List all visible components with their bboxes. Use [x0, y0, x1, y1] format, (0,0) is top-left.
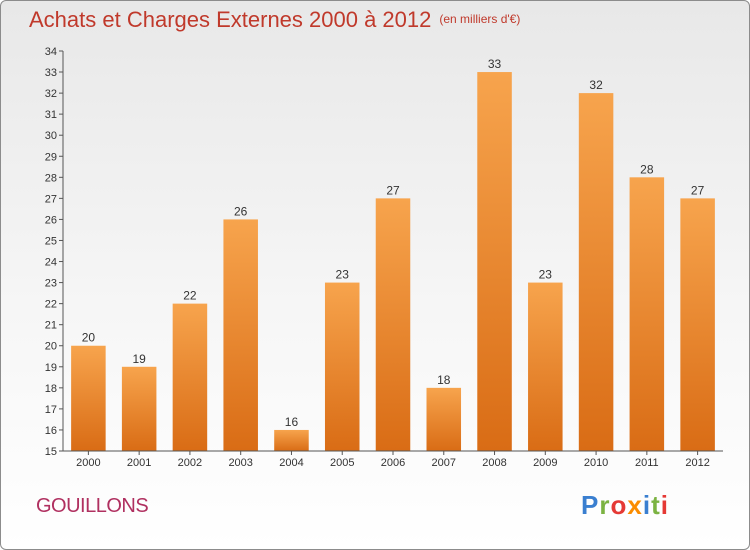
- y-tick-label: 20: [45, 341, 57, 353]
- town-name: GOUILLONS: [36, 495, 149, 517]
- bar-2005: [324, 282, 360, 451]
- bar-2004: [274, 429, 309, 451]
- bar-value-label: 23: [539, 268, 553, 282]
- bar-2001: [121, 366, 157, 451]
- y-tick-label: 21: [45, 320, 57, 332]
- y-tick-label: 22: [45, 299, 57, 311]
- chart-title-text: Achats et Charges Externes 2000 à 2012: [29, 7, 432, 32]
- bar-2003: [223, 219, 258, 451]
- y-tick-label: 30: [45, 130, 57, 142]
- y-tick-label: 34: [45, 46, 57, 58]
- bar-2007: [426, 387, 462, 451]
- bar-value-label: 23: [336, 268, 350, 282]
- y-tick-label: 32: [45, 88, 57, 100]
- x-tick-label: 2008: [482, 457, 506, 469]
- x-axis: 2000 2001 2002 2003 2004 2005 2006 2007 2008 2009…: [63, 450, 723, 469]
- proxiti-logo[interactable]: Proxiti: [581, 490, 669, 521]
- logo-letter: i: [642, 490, 652, 520]
- chart-unit: (en milliers d'€): [439, 12, 521, 26]
- y-tick-label: 33: [45, 67, 57, 79]
- x-tick-label: 2006: [381, 457, 405, 469]
- y-tick-label: 16: [45, 425, 57, 437]
- y-tick-label: 31: [45, 109, 57, 121]
- x-tick-label: 2003: [228, 457, 252, 469]
- bar-value-label: 16: [285, 415, 299, 429]
- bar-2002: [172, 303, 208, 451]
- y-tick-label: 24: [45, 257, 57, 269]
- logo-letter: t: [651, 490, 661, 520]
- logo-letter: o: [610, 490, 628, 520]
- x-tick-label: 2009: [533, 457, 557, 469]
- x-tick-label: 2007: [432, 457, 456, 469]
- logo-letter: x: [627, 490, 643, 520]
- x-tick-label: 2011: [635, 457, 659, 469]
- bar-value-label: 33: [488, 57, 502, 71]
- y-tick-label: 29: [45, 151, 57, 163]
- bar-value-label: 18: [437, 373, 451, 387]
- x-tick-label: 2002: [178, 457, 202, 469]
- bar-value-label: 26: [234, 204, 248, 218]
- y-tick-label: 17: [45, 404, 57, 416]
- logo-letter: i: [660, 490, 669, 520]
- bar-value-label: 20: [82, 331, 96, 345]
- x-tick-label: 2012: [685, 457, 709, 469]
- bar-2009: [528, 282, 563, 451]
- logo-letter: r: [599, 490, 611, 520]
- y-tick-label: 27: [45, 193, 57, 205]
- y-tick-label: 19: [45, 362, 57, 374]
- bar-value-label: 32: [589, 78, 603, 92]
- x-tick-label: 2000: [76, 457, 100, 469]
- y-axis: 15 16 17 18 19 20 21 22 23 24 25 26 27 28 29 30 31 32 33 34: [45, 46, 64, 458]
- y-tick-label: 18: [45, 383, 57, 395]
- x-tick-label: 2004: [279, 457, 303, 469]
- y-tick-label: 23: [45, 278, 57, 290]
- bar-2011: [629, 177, 665, 451]
- bar-2006: [375, 198, 411, 451]
- x-tick-label: 2005: [330, 457, 354, 469]
- bars: 20 19 22 26 16 23 27 18 33 23 32 28 27: [71, 57, 715, 452]
- bar-value-label: 28: [640, 162, 654, 176]
- y-tick-label: 25: [45, 235, 57, 247]
- bar-value-label: 19: [132, 352, 146, 366]
- bar-value-label: 22: [183, 289, 197, 303]
- bar-2000: [71, 345, 106, 451]
- x-tick-label: 2001: [127, 457, 151, 469]
- bar-value-label: 27: [386, 183, 400, 197]
- logo-letter: P: [581, 490, 600, 520]
- y-tick-label: 26: [45, 214, 57, 226]
- bar-2008: [477, 72, 512, 451]
- chart-title: Achats et Charges Externes 2000 à 2012 (e…: [29, 7, 520, 33]
- bar-2010: [578, 93, 614, 452]
- y-tick-label: 28: [45, 172, 57, 184]
- x-tick-label: 2010: [584, 457, 608, 469]
- y-tick-label: 15: [45, 446, 57, 458]
- bar-2012: [680, 198, 715, 451]
- bar-value-label: 27: [691, 183, 705, 197]
